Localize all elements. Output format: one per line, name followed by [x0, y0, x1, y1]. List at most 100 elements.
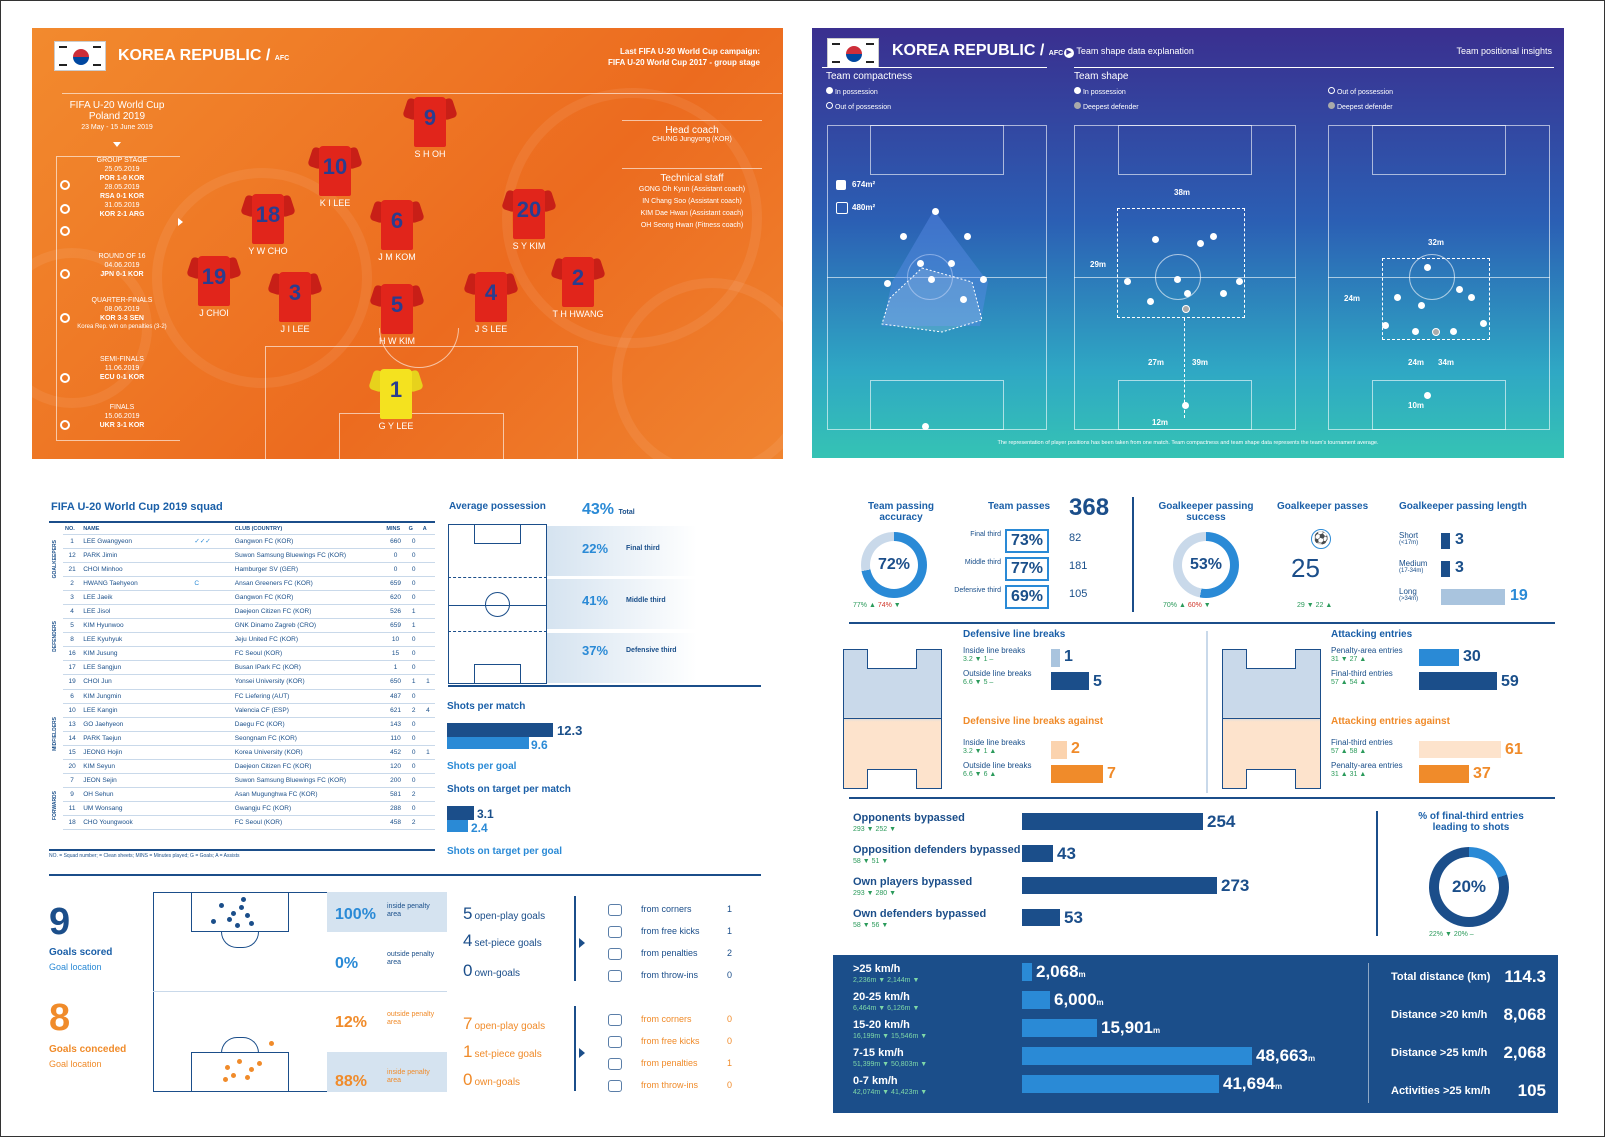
- club: Daejeon Citizen FC (KOR): [232, 759, 385, 775]
- corner-flag-icon: [608, 1014, 622, 1026]
- stage-label: ROUND OF 16: [98, 253, 146, 260]
- minutes: 526: [384, 604, 407, 620]
- goals: 0: [406, 717, 421, 732]
- player-name: CHO Youngwook: [81, 815, 193, 831]
- shots-target-label: Shots on target per match: [447, 784, 571, 795]
- goals-conceded-value: 8: [49, 997, 71, 1039]
- player-name: J I LEE: [280, 324, 310, 334]
- goal-location-link[interactable]: Goal location: [49, 962, 102, 972]
- squad-row: 6 KIM Jungmin FC Liefering (AUT) 487 0: [63, 689, 435, 704]
- outside-label: outside penalty area: [387, 951, 435, 966]
- speed-label: 20-25 km/h: [853, 991, 910, 1003]
- shirt-body: [198, 256, 230, 306]
- assists: [420, 660, 435, 676]
- shots-target-goal-label: Shots on target per goal: [447, 846, 563, 857]
- squad-row: 9 OH Sehun Asan Mugunghwa FC (KOR) 581 2: [63, 787, 435, 803]
- lineup-panel: KOREA REPUBLIC / AFC Last FIFA U-20 Worl…: [32, 28, 783, 459]
- total-value: 105: [1517, 1081, 1546, 1100]
- club: Daejeon Citizen FC (KOR): [232, 604, 385, 620]
- minutes: 288: [384, 801, 407, 817]
- width-label: 38m: [1174, 188, 1191, 197]
- shirt-number: 5: [390, 292, 404, 317]
- player-name: KIM Seyun: [81, 759, 193, 775]
- outside-breaks-bar: [1051, 672, 1089, 690]
- length-bar: [1441, 589, 1505, 605]
- set-piece-value: 0: [727, 1014, 733, 1024]
- play-icon[interactable]: [60, 204, 70, 214]
- squad-header: NO. NAME CLUB (COUNTRY) MINS G A: [63, 524, 435, 535]
- squad-row: 2 HWANG Taehyeon C Ansan Greeners FC (KOR) 6…: [63, 576, 435, 591]
- bypassed-bar: [1022, 909, 1060, 926]
- conceded-dot: [249, 1067, 254, 1072]
- staff-member: IN Chang Soo (Assistant coach): [642, 198, 742, 205]
- shape-explanation-link[interactable]: ▶ Team shape data explanation: [1064, 46, 1194, 58]
- distance-bar: [1022, 1075, 1219, 1093]
- goals: 0: [406, 632, 421, 648]
- length-bar: [1441, 561, 1450, 577]
- distance-number: 15,901: [1101, 1018, 1153, 1037]
- bypassed-bar: [1022, 845, 1053, 862]
- play-icon[interactable]: [60, 373, 70, 383]
- play-icon[interactable]: [60, 420, 70, 430]
- captain-marker: [192, 801, 233, 817]
- shirt-body: [475, 272, 507, 322]
- squad-header-cell: MINS: [384, 524, 407, 535]
- set-piece-label: from penalties: [641, 948, 698, 958]
- player-name: GO Jaehyeon: [81, 717, 193, 732]
- staff-member: KIM Dae Hwan (Assistant coach): [640, 210, 744, 217]
- assists: [420, 562, 435, 577]
- assists: [420, 815, 435, 831]
- pass-accuracy-value: 72%: [877, 556, 911, 573]
- length-value: 19: [1510, 587, 1528, 604]
- distance-value: 41,694m: [1223, 1074, 1282, 1094]
- conceded-dot: [269, 1041, 274, 1046]
- entries-title: Attacking entries: [1331, 629, 1413, 640]
- schedule-stage: ROUND OF 16 04.06.2019 JPN 0-1 KOR: [62, 252, 182, 279]
- club: Jeju United FC (KOR): [232, 632, 385, 648]
- club: Gwangju FC (KOR): [232, 801, 385, 817]
- against-fin-bar: [1419, 741, 1501, 758]
- third-count: 181: [1069, 560, 1088, 572]
- shirt-number: 1: [389, 377, 403, 402]
- distance-unit: m: [1153, 1026, 1161, 1035]
- entries-pitch: [1222, 649, 1321, 789]
- set-piece-value: 0: [727, 1036, 733, 1046]
- squad-number: 18: [63, 815, 82, 831]
- goal-type-count: 5: [463, 904, 473, 923]
- play-icon[interactable]: [60, 226, 70, 236]
- stage-line: 04.06.2019: [104, 262, 140, 269]
- against-pen-label: Penalty-area entries: [1331, 761, 1403, 770]
- length-range: (<17m): [1399, 540, 1419, 546]
- stage-line: UKR 3-1 KOR: [99, 422, 145, 429]
- player-shirt: 1: [368, 365, 424, 419]
- player-name: PARK Jimin: [81, 548, 193, 563]
- goal-location-link-2[interactable]: Goal location: [49, 1059, 102, 1069]
- penalty-icon: [608, 1058, 622, 1070]
- shots-per-goal-label: Shots per goal: [447, 761, 517, 772]
- goals: 1: [406, 618, 421, 634]
- gk-success-label: Goalkeeper passing success: [1158, 501, 1254, 523]
- squad-row: 7 JEON Sejin Suwon Samsung Bluewings FC (K…: [63, 773, 435, 789]
- play-icon[interactable]: [60, 180, 70, 190]
- squad-header-cell: NO.: [63, 524, 82, 535]
- outside-breaks-value: 5: [1093, 673, 1102, 690]
- shirt-body: [252, 194, 284, 244]
- third-label: Defensive third: [954, 587, 1001, 594]
- line-height-label-out: 24m: [1408, 358, 1425, 367]
- player-name: T H HWANG: [552, 309, 604, 319]
- shirt-number: 6: [390, 208, 404, 233]
- play-icon[interactable]: [60, 269, 70, 279]
- squad-row: 1 LEE Gwangyeon ✓✓✓ Gangwon FC (KOR) 660 0: [63, 534, 435, 549]
- assists: [420, 590, 435, 605]
- minutes: 143: [384, 717, 407, 732]
- length-range: (>34m): [1399, 596, 1419, 602]
- against-inside-comparison: 3.2 ▼ 1 ▲: [963, 748, 997, 755]
- player-shirt: 18: [240, 190, 296, 244]
- squad-row: 20 KIM Seyun Daejeon Citizen FC (KOR) 120 0: [63, 759, 435, 775]
- gk-distance-label: 12m: [1152, 418, 1169, 427]
- minutes: 621: [384, 703, 407, 718]
- shape-title: Team shape: [1074, 71, 1129, 82]
- shirt-body: [279, 272, 311, 322]
- free-kick-icon: [608, 926, 622, 938]
- play-icon[interactable]: [60, 313, 70, 323]
